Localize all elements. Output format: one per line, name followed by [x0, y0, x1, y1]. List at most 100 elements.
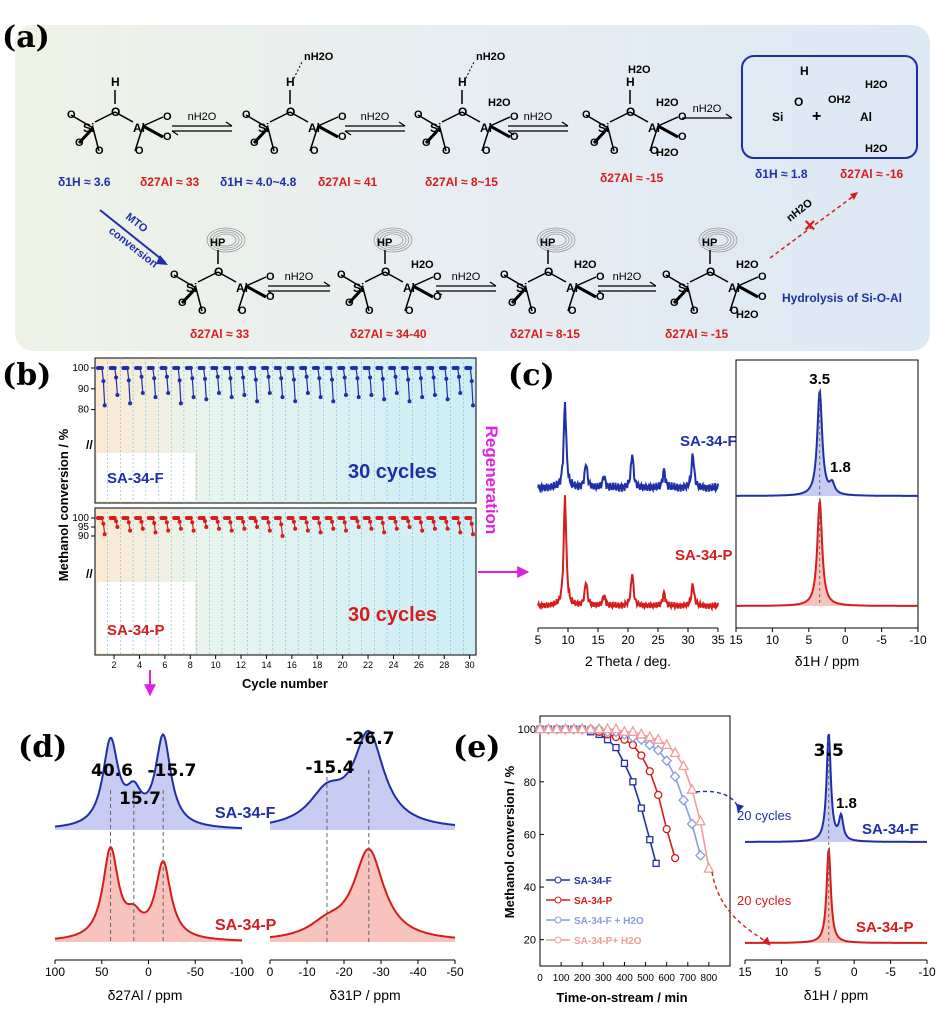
data-point	[612, 743, 620, 752]
arrow-head	[171, 130, 179, 136]
data-point	[392, 366, 397, 370]
data-point	[355, 376, 360, 381]
x-tick-label: 30	[465, 660, 475, 670]
oxygen-atom: O	[170, 269, 179, 281]
data-point	[280, 395, 285, 400]
peak-label: -15.4	[306, 758, 355, 778]
data-point	[542, 722, 555, 734]
oxygen-atom: O	[310, 145, 319, 157]
hydrolysis-label: Hydrolysis of Si-O-Al	[782, 291, 902, 305]
data-point	[190, 520, 195, 525]
arrow-head	[507, 130, 515, 136]
bond	[441, 111, 463, 123]
hydrolysis-product-box	[741, 55, 918, 159]
bond	[217, 271, 237, 283]
data-point	[404, 516, 409, 520]
x-tick-label: 500	[637, 973, 654, 984]
data-point	[228, 376, 233, 381]
data-point	[392, 516, 397, 520]
cycles-annotation: 20 cycles	[737, 808, 792, 823]
bond	[195, 287, 203, 312]
data-point	[677, 759, 690, 771]
data-point	[382, 530, 387, 535]
data-point	[637, 751, 646, 760]
data-point	[366, 516, 371, 520]
data-point	[652, 733, 664, 744]
oxygen-atom: O	[794, 95, 803, 109]
x-tick-label: 4	[137, 660, 142, 670]
x-tick-label: 100	[45, 965, 65, 979]
x-tick-label: 600	[658, 973, 675, 984]
chemical-shift-label: δ1H ≈ 1.8	[755, 167, 808, 181]
x-tick-label: 15	[591, 633, 605, 647]
scheme-background	[15, 25, 930, 351]
data-point	[559, 722, 571, 734]
data-point	[670, 853, 680, 863]
bridging-oxygen: O	[626, 105, 635, 119]
oxygen-atom: O	[568, 305, 577, 317]
hydrogen-atom: H	[800, 64, 809, 78]
data-point	[178, 526, 183, 531]
oxygen-atom: O	[610, 145, 619, 157]
peak-label: 3.5	[814, 741, 844, 761]
oxygen-atom: O	[338, 131, 347, 143]
data-point	[618, 725, 631, 736]
bond	[649, 125, 659, 152]
bridging-oxygen: O	[381, 265, 390, 279]
data-point	[407, 525, 412, 529]
y-tick-label: 20	[524, 935, 536, 947]
aluminum-atom: Al	[728, 281, 740, 295]
x-tick-label: 20	[621, 633, 635, 647]
x-tick-label: 25	[651, 633, 665, 647]
probe-swirl	[373, 227, 413, 253]
probe-swirl	[376, 229, 410, 251]
nmr-p-curve	[745, 846, 927, 944]
x-tick-label: -40	[409, 965, 427, 979]
data-point	[177, 378, 182, 383]
legend-marker	[554, 916, 562, 924]
y-tick-label: 100	[72, 363, 89, 374]
data-point	[430, 516, 435, 520]
data-point	[394, 526, 399, 531]
data-point	[203, 376, 207, 381]
data-point	[393, 519, 398, 524]
xrd-f-curve	[537, 401, 719, 494]
lifetime-chart: 0 100 200 300 400 500 600 700 80020406080100Time…	[502, 715, 936, 1005]
oxygen-atom: O	[163, 111, 172, 123]
data-point	[152, 376, 157, 381]
data-point	[164, 374, 169, 379]
bond	[525, 287, 533, 312]
bond	[607, 127, 615, 152]
data-point	[164, 520, 169, 525]
data-point	[138, 516, 143, 520]
data-point	[695, 850, 706, 861]
bridging-oxygen: O	[706, 265, 715, 279]
water-ligand: H2O	[865, 79, 888, 91]
data-point	[217, 526, 221, 531]
bridging-oxygen: O	[458, 105, 467, 119]
data-point	[354, 516, 358, 520]
aluminum-atom: Al	[308, 121, 320, 135]
data-point	[686, 783, 698, 794]
data-point	[432, 393, 437, 397]
bond	[547, 271, 567, 283]
panel-label-c: (c)	[508, 358, 555, 393]
y-axis-title: Methanol conversion / %	[56, 428, 71, 581]
data-point	[102, 403, 107, 408]
arrow-label: nH2O	[361, 111, 390, 123]
y-tick-label: 90	[78, 384, 90, 395]
series-label: SA-34-P	[856, 919, 914, 936]
al-p-curve-fill	[55, 847, 242, 942]
oxygen-atom: O	[758, 291, 767, 303]
data-point	[241, 519, 246, 524]
silicon-atom: Si	[430, 121, 441, 135]
x-tick-label: -30	[372, 965, 390, 979]
bond	[180, 286, 198, 305]
data-point	[242, 393, 247, 397]
oxygen-atom: O	[163, 131, 172, 143]
data-point	[471, 532, 475, 537]
chemical-shift-label: δ27Al ≈ 41	[318, 175, 378, 189]
legend-marker	[554, 876, 562, 884]
data-point	[620, 759, 629, 768]
